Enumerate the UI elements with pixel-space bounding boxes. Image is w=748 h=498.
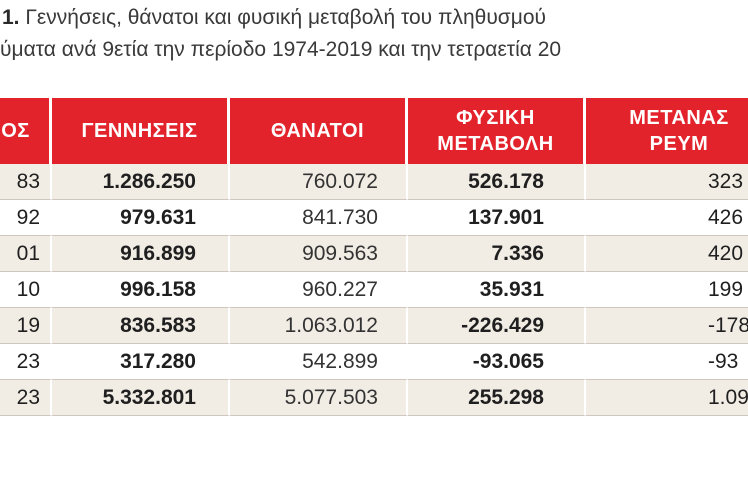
cell-period: 92 (0, 200, 52, 236)
cell-births: 317.280 (52, 344, 230, 380)
cell-period: 23 (0, 344, 52, 380)
population-table-wrapper: ΟΣ ΓΕΝΝΗΣΕΙΣ ΘΑΝΑΤΟΙ ΦΥΣΙΚΗ ΜΕΤΑΒΟΛΗ ΜΕΤ… (0, 98, 748, 416)
caption-title: Γεννήσεις, θάνατοι και φυσική μεταβολή τ… (25, 6, 547, 29)
cell-births: 1.286.250 (52, 164, 230, 200)
table-caption: 1. Γεννήσεις, θάνατοι και φυσική μεταβολ… (0, 2, 748, 66)
cell-births: 916.899 (52, 236, 230, 272)
header-period: ΟΣ (0, 98, 52, 164)
caption-line-1: 1. Γεννήσεις, θάνατοι και φυσική μεταβολ… (0, 2, 748, 34)
table-row: 83 1.286.250 760.072 526.178 323 (0, 164, 748, 200)
cell-natural-change: 137.901 (408, 200, 586, 236)
cell-births: 836.583 (52, 308, 230, 344)
cell-natural-change: -93.065 (408, 344, 586, 380)
cell-deaths: 5.077.503 (230, 380, 408, 416)
table-row-total: 23 5.332.801 5.077.503 255.298 1.098 (0, 380, 748, 416)
table-row: 10 996.158 960.227 35.931 199 (0, 272, 748, 308)
cell-natural-change: 7.336 (408, 236, 586, 272)
cell-natural-change: -226.429 (408, 308, 586, 344)
cell-deaths: 841.730 (230, 200, 408, 236)
cell-deaths: 1.063.012 (230, 308, 408, 344)
cell-migration: 426 (586, 200, 748, 236)
population-table: ΟΣ ΓΕΝΝΗΣΕΙΣ ΘΑΝΑΤΟΙ ΦΥΣΙΚΗ ΜΕΤΑΒΟΛΗ ΜΕΤ… (0, 98, 748, 416)
cell-births: 979.631 (52, 200, 230, 236)
cell-migration: 323 (586, 164, 748, 200)
cell-period: 23 (0, 380, 52, 416)
caption-number: 1. (2, 6, 20, 29)
header-migration: ΜΕΤΑΝΑΣ ΡΕΥΜ (586, 98, 748, 164)
header-births: ΓΕΝΝΗΣΕΙΣ (52, 98, 230, 164)
cell-migration: 1.098 (586, 380, 748, 416)
table-header: ΟΣ ΓΕΝΝΗΣΕΙΣ ΘΑΝΑΤΟΙ ΦΥΣΙΚΗ ΜΕΤΑΒΟΛΗ ΜΕΤ… (0, 98, 748, 164)
cell-deaths: 542.899 (230, 344, 408, 380)
table-row: 23 317.280 542.899 -93.065 -93 (0, 344, 748, 380)
header-natural-change: ΦΥΣΙΚΗ ΜΕΤΑΒΟΛΗ (408, 98, 586, 164)
cell-births: 5.332.801 (52, 380, 230, 416)
header-natural-change-line2: ΜΕΤΑΒΟΛΗ (437, 133, 554, 155)
caption-line-2: ύματα ανά 9ετία την περίοδο 1974-2019 κα… (0, 38, 562, 61)
header-row: ΟΣ ΓΕΝΝΗΣΕΙΣ ΘΑΝΑΤΟΙ ΦΥΣΙΚΗ ΜΕΤΑΒΟΛΗ ΜΕΤ… (0, 98, 748, 164)
table-body: 83 1.286.250 760.072 526.178 323 92 979.… (0, 164, 748, 416)
cell-period: 01 (0, 236, 52, 272)
cell-migration: -178 (586, 308, 748, 344)
table-row: 92 979.631 841.730 137.901 426 (0, 200, 748, 236)
cell-natural-change: 526.178 (408, 164, 586, 200)
header-migration-line1: ΜΕΤΑΝΑΣ (629, 107, 729, 129)
cell-period: 19 (0, 308, 52, 344)
cell-natural-change: 255.298 (408, 380, 586, 416)
cell-migration: 199 (586, 272, 748, 308)
cell-period: 83 (0, 164, 52, 200)
table-row: 19 836.583 1.063.012 -226.429 -178 (0, 308, 748, 344)
cell-natural-change: 35.931 (408, 272, 586, 308)
header-natural-change-line1: ΦΥΣΙΚΗ (456, 107, 535, 129)
cell-deaths: 760.072 (230, 164, 408, 200)
header-deaths: ΘΑΝΑΤΟΙ (230, 98, 408, 164)
cell-deaths: 960.227 (230, 272, 408, 308)
cell-period: 10 (0, 272, 52, 308)
cell-migration: 420 (586, 236, 748, 272)
cell-births: 996.158 (52, 272, 230, 308)
cell-migration: -93 (586, 344, 748, 380)
cell-deaths: 909.563 (230, 236, 408, 272)
table-row: 01 916.899 909.563 7.336 420 (0, 236, 748, 272)
header-migration-line2: ΡΕΥΜ (649, 133, 709, 155)
